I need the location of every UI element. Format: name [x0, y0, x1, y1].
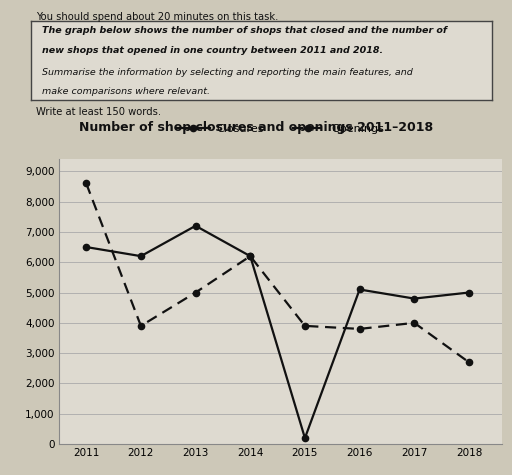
Openings [356, 326, 362, 332]
Closures [138, 253, 144, 259]
Text: new shops that opened in one country between 2011 and 2018.: new shops that opened in one country bet… [42, 47, 383, 56]
Text: You should spend about 20 minutes on this task.: You should spend about 20 minutes on thi… [36, 12, 278, 22]
Line: Openings: Openings [83, 180, 472, 365]
Legend: Closures, Openings: Closures, Openings [172, 119, 389, 138]
Text: The graph below shows the number of shops that closed and the number of: The graph below shows the number of shop… [42, 26, 447, 35]
Text: Summarise the information by selecting and reporting the main features, and: Summarise the information by selecting a… [42, 68, 413, 77]
Closures [466, 290, 472, 295]
Closures [193, 223, 199, 228]
Closures [411, 296, 417, 302]
Openings [193, 290, 199, 295]
Closures [302, 435, 308, 441]
Closures [83, 244, 89, 250]
Text: Number of shop closures and openings 2011–2018: Number of shop closures and openings 201… [79, 121, 433, 134]
Openings [302, 323, 308, 329]
Openings [138, 323, 144, 329]
Openings [247, 253, 253, 259]
Text: Write at least 150 words.: Write at least 150 words. [36, 107, 161, 117]
Openings [411, 320, 417, 326]
Closures [247, 253, 253, 259]
Openings [466, 360, 472, 365]
Line: Closures: Closures [83, 223, 472, 441]
Openings [83, 180, 89, 186]
Text: make comparisons where relevant.: make comparisons where relevant. [42, 87, 210, 96]
Closures [356, 286, 362, 292]
